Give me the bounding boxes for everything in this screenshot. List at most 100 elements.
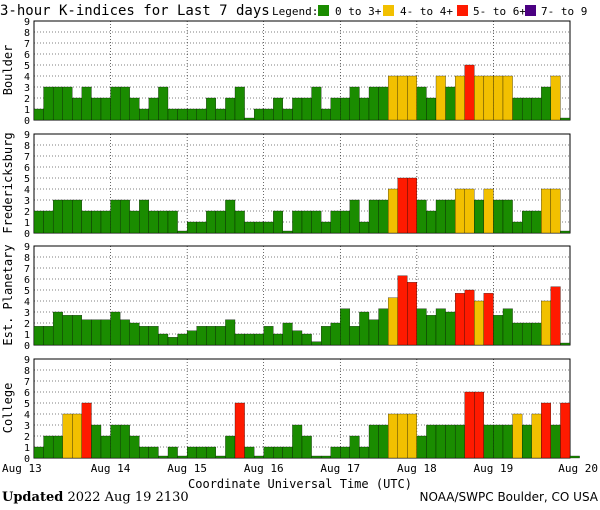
bar-college	[244, 446, 255, 459]
bar-est-planetary	[330, 322, 341, 346]
bar-boulder	[110, 86, 121, 121]
bar-fredericksburg	[148, 210, 159, 234]
y-tick-label-college: 7	[24, 377, 30, 388]
bar-college	[100, 435, 111, 459]
bar-est-planetary	[397, 275, 408, 346]
bar-college	[110, 424, 121, 459]
y-tick-label-college: 5	[24, 399, 30, 410]
bar-college	[454, 424, 465, 459]
bar-boulder	[407, 75, 418, 121]
y-tick-label-college: 9	[24, 355, 30, 366]
bar-fredericksburg	[560, 230, 571, 234]
bar-fredericksburg	[81, 210, 92, 234]
bar-est-planetary	[541, 300, 552, 346]
bar-est-planetary	[148, 326, 159, 346]
bar-est-planetary	[474, 300, 485, 346]
bar-boulder	[378, 86, 389, 121]
bar-college	[33, 446, 44, 459]
bar-est-planetary	[129, 322, 140, 346]
bar-est-planetary	[521, 322, 532, 346]
bar-fredericksburg	[129, 210, 140, 234]
y-tick-label-fredericksburg: 5	[24, 174, 30, 185]
bar-college	[301, 435, 312, 459]
y-tick-label-fredericksburg: 7	[24, 152, 30, 163]
bar-boulder	[234, 86, 245, 121]
bar-boulder	[521, 97, 532, 121]
y-tick-label-boulder: 3	[24, 83, 30, 94]
footer-updated: Updated 2022 Aug 19 2130	[2, 490, 189, 505]
bar-boulder	[531, 97, 542, 121]
panel-label-college: College	[1, 383, 15, 434]
y-tick-label-est-planetary: 9	[24, 242, 30, 253]
y-tick-label-boulder: 2	[24, 94, 30, 105]
bar-boulder	[33, 108, 44, 121]
bar-fredericksburg	[397, 177, 408, 234]
bar-boulder	[368, 86, 379, 121]
legend-swatch-red	[457, 5, 468, 16]
bar-boulder	[225, 97, 236, 121]
bar-fredericksburg	[445, 199, 456, 234]
bar-college	[43, 435, 54, 459]
y-tick-label-est-planetary: 1	[24, 330, 30, 341]
bar-boulder	[464, 64, 475, 121]
bar-boulder	[62, 86, 73, 121]
bar-fredericksburg	[359, 221, 370, 234]
y-tick-label-boulder: 6	[24, 50, 30, 61]
y-tick-label-boulder: 8	[24, 28, 30, 39]
y-tick-label-fredericksburg: 3	[24, 196, 30, 207]
bar-college	[234, 402, 245, 459]
bar-college	[177, 455, 188, 459]
bar-fredericksburg	[253, 221, 264, 234]
y-tick-label-fredericksburg: 2	[24, 207, 30, 218]
bar-fredericksburg	[292, 210, 303, 234]
bar-est-planetary	[311, 341, 322, 346]
bar-college	[72, 413, 83, 459]
bar-fredericksburg	[474, 199, 485, 234]
bar-fredericksburg	[368, 199, 379, 234]
bar-college	[474, 391, 485, 459]
bar-est-planetary	[560, 342, 571, 346]
bar-fredericksburg	[62, 199, 73, 234]
bar-college	[311, 455, 322, 459]
bar-college	[349, 435, 360, 459]
x-tick-label: Aug 13	[2, 462, 42, 475]
bar-est-planetary	[301, 333, 312, 346]
bar-est-planetary	[292, 330, 303, 346]
bar-est-planetary	[62, 315, 73, 346]
bar-boulder	[244, 117, 255, 121]
bar-est-planetary	[196, 326, 207, 346]
bar-boulder	[560, 117, 571, 121]
bar-est-planetary	[215, 326, 226, 346]
bar-est-planetary	[139, 326, 150, 346]
y-tick-label-fredericksburg: 9	[24, 130, 30, 141]
bar-college	[541, 402, 552, 459]
bar-boulder	[397, 75, 408, 121]
bar-college	[158, 455, 169, 459]
bar-college	[62, 413, 73, 459]
bar-boulder	[148, 97, 159, 121]
bar-boulder	[186, 108, 197, 121]
bar-est-planetary	[349, 326, 360, 346]
bar-boulder	[158, 86, 169, 121]
bar-fredericksburg	[464, 188, 475, 234]
bar-college	[340, 446, 351, 459]
y-tick-label-fredericksburg: 1	[24, 218, 30, 229]
bar-est-planetary	[407, 282, 418, 346]
bar-college	[560, 402, 571, 459]
bar-boulder	[387, 75, 398, 121]
bar-fredericksburg	[378, 199, 389, 234]
y-tick-label-est-planetary: 5	[24, 286, 30, 297]
bar-fredericksburg	[493, 199, 504, 234]
bar-boulder	[483, 75, 494, 121]
bar-boulder	[340, 97, 351, 121]
bar-est-planetary	[273, 333, 284, 346]
bar-college	[512, 413, 523, 459]
panel-label-boulder: Boulder	[1, 45, 15, 96]
legend-text-purple: 7- to 9	[541, 5, 587, 18]
bar-fredericksburg	[541, 188, 552, 234]
bar-boulder	[215, 108, 226, 121]
y-tick-label-college: 8	[24, 366, 30, 377]
bar-est-planetary	[253, 333, 264, 346]
bar-est-planetary	[167, 337, 178, 346]
